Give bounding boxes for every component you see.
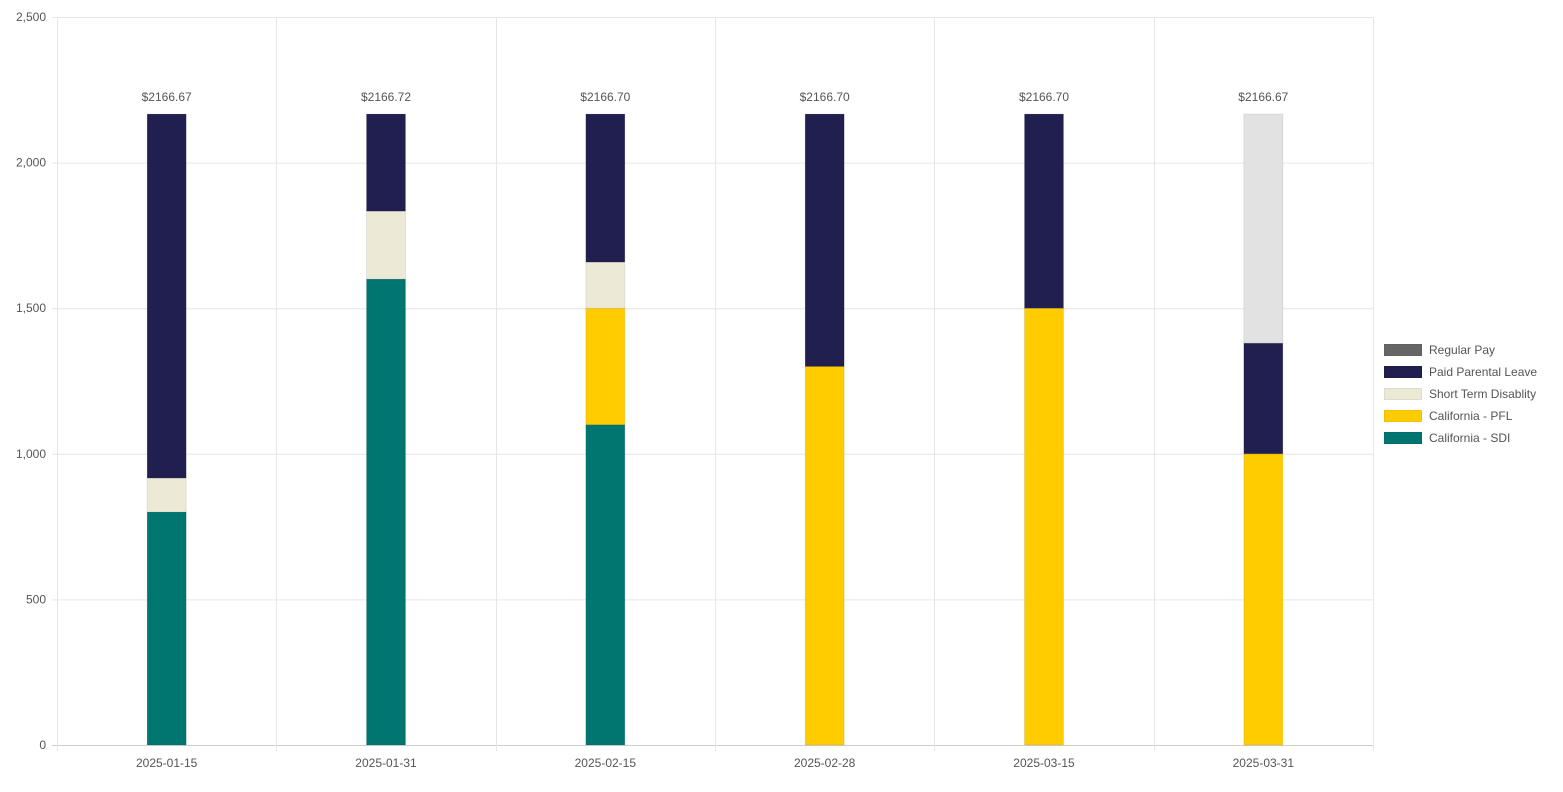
x-tick-label: 2025-02-15 xyxy=(575,756,637,770)
legend-item-paid-parental-leave[interactable]: Paid Parental Leave xyxy=(1384,361,1537,383)
y-tick-label: 1,000 xyxy=(16,447,46,461)
bar-segment[interactable] xyxy=(1243,342,1284,455)
bar-segment[interactable] xyxy=(366,113,406,212)
x-tick-label: 2025-01-31 xyxy=(355,756,417,770)
y-tick-label: 500 xyxy=(26,592,46,606)
bar-segment[interactable] xyxy=(585,424,626,746)
legend-item-regular-pay[interactable]: Regular Pay xyxy=(1384,339,1537,361)
bar-segment[interactable] xyxy=(366,210,406,280)
y-tick-label: 2,500 xyxy=(16,10,46,24)
bar-segment[interactable] xyxy=(1243,113,1284,344)
legend-swatch xyxy=(1384,344,1422,356)
legend-label: Short Term Disablity xyxy=(1429,387,1537,401)
bar-segment[interactable] xyxy=(585,261,626,309)
legend-label: Paid Parental Leave xyxy=(1429,365,1538,379)
legend-swatch xyxy=(1384,432,1422,444)
bar-total-label: $2166.67 xyxy=(1238,90,1288,104)
legend-item-california-pfl[interactable]: California - PFL xyxy=(1384,405,1537,427)
legend-label: Regular Pay xyxy=(1429,343,1496,357)
x-tick-label: 2025-02-28 xyxy=(794,756,856,770)
bar-segment[interactable] xyxy=(585,307,626,426)
bar-segment[interactable] xyxy=(366,278,406,746)
bar-segment[interactable] xyxy=(146,477,187,513)
legend-swatch xyxy=(1384,388,1422,400)
bar-total-label: $2166.70 xyxy=(1019,90,1069,104)
y-tick-label: 2,000 xyxy=(16,156,46,170)
y-tick-label: 0 xyxy=(39,738,46,752)
bar-segment[interactable] xyxy=(804,365,845,746)
bar-total-label: $2166.72 xyxy=(361,90,411,104)
x-tick-label: 2025-01-15 xyxy=(136,756,198,770)
bar-segment[interactable] xyxy=(1024,307,1064,746)
bar-segment[interactable] xyxy=(1243,453,1284,746)
x-tick-label: 2025-03-31 xyxy=(1233,756,1295,770)
bar-segment[interactable] xyxy=(146,511,187,746)
legend-item-california-sdi[interactable]: California - SDI xyxy=(1384,427,1537,449)
bar-segment[interactable] xyxy=(804,113,845,367)
bar-total-label: $2166.67 xyxy=(142,90,192,104)
bar-segment[interactable] xyxy=(146,113,187,479)
legend-label: California - SDI xyxy=(1429,431,1511,445)
bar-segment[interactable] xyxy=(585,113,626,263)
x-tick-label: 2025-03-15 xyxy=(1013,756,1075,770)
chart-legend: Regular Pay Paid Parental Leave Short Te… xyxy=(1384,339,1537,449)
y-tick-label: 1,500 xyxy=(16,301,46,315)
legend-swatch xyxy=(1384,366,1422,378)
legend-item-short-term-disability[interactable]: Short Term Disablity xyxy=(1384,383,1537,405)
legend-label: California - PFL xyxy=(1429,409,1513,423)
bar-total-label: $2166.70 xyxy=(800,90,850,104)
bar-segment[interactable] xyxy=(1024,113,1064,309)
legend-swatch xyxy=(1384,410,1422,422)
bar-total-label: $2166.70 xyxy=(580,90,630,104)
